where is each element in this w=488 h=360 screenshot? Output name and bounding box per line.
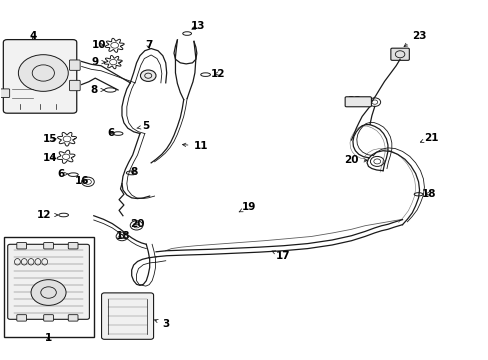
FancyBboxPatch shape bbox=[68, 315, 78, 321]
Text: 11: 11 bbox=[182, 141, 207, 151]
FancyBboxPatch shape bbox=[69, 80, 80, 91]
Text: 14: 14 bbox=[42, 153, 57, 163]
Text: 20: 20 bbox=[344, 156, 366, 165]
Text: 9: 9 bbox=[91, 57, 105, 67]
Text: 8: 8 bbox=[90, 85, 104, 95]
Text: 21: 21 bbox=[420, 133, 438, 143]
Text: 7: 7 bbox=[144, 40, 152, 50]
FancyBboxPatch shape bbox=[8, 244, 89, 319]
Text: 19: 19 bbox=[239, 202, 256, 212]
Text: 20: 20 bbox=[130, 219, 144, 229]
Circle shape bbox=[19, 55, 68, 91]
Text: 12: 12 bbox=[210, 68, 224, 78]
Text: 18: 18 bbox=[421, 189, 436, 199]
FancyBboxPatch shape bbox=[3, 40, 77, 113]
Text: 23: 23 bbox=[403, 31, 426, 46]
FancyBboxPatch shape bbox=[43, 315, 53, 321]
FancyBboxPatch shape bbox=[390, 48, 408, 60]
Circle shape bbox=[140, 70, 156, 81]
Text: 13: 13 bbox=[191, 21, 205, 31]
Bar bbox=[4, 237, 94, 337]
Text: 18: 18 bbox=[116, 231, 130, 241]
Text: 15: 15 bbox=[42, 134, 57, 144]
Text: 22: 22 bbox=[346, 96, 366, 106]
FancyBboxPatch shape bbox=[68, 243, 78, 249]
Text: 2: 2 bbox=[38, 269, 45, 279]
FancyBboxPatch shape bbox=[17, 315, 26, 321]
Text: 6: 6 bbox=[107, 128, 114, 138]
Text: 8: 8 bbox=[130, 167, 137, 177]
FancyBboxPatch shape bbox=[69, 60, 80, 70]
Text: 1: 1 bbox=[44, 333, 52, 343]
FancyBboxPatch shape bbox=[17, 243, 26, 249]
Text: 10: 10 bbox=[91, 40, 105, 50]
FancyBboxPatch shape bbox=[0, 89, 10, 98]
Text: 17: 17 bbox=[271, 251, 290, 261]
Text: 4: 4 bbox=[30, 31, 37, 41]
Text: 3: 3 bbox=[154, 319, 169, 329]
Circle shape bbox=[31, 280, 66, 305]
Text: 6: 6 bbox=[58, 169, 68, 179]
FancyBboxPatch shape bbox=[102, 293, 153, 339]
Text: 16: 16 bbox=[75, 176, 90, 186]
FancyBboxPatch shape bbox=[345, 97, 371, 107]
Text: 5: 5 bbox=[137, 121, 149, 131]
FancyBboxPatch shape bbox=[43, 243, 53, 249]
Text: 12: 12 bbox=[36, 210, 58, 220]
